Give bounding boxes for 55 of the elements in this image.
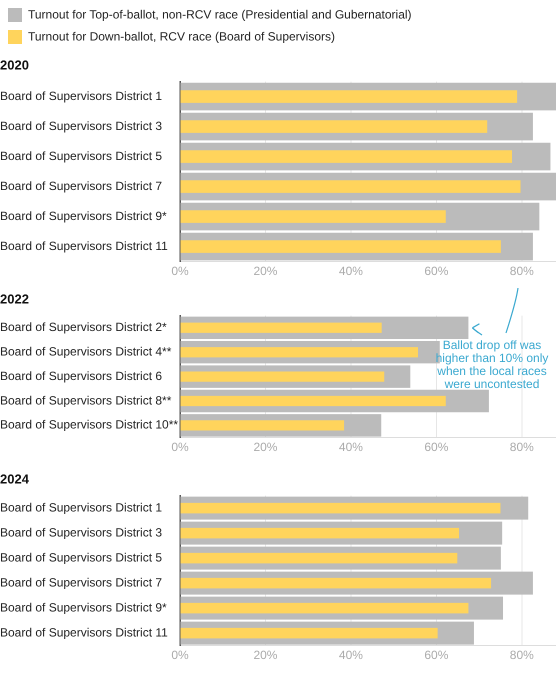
- bar: [180, 628, 438, 638]
- x-tick-label: 20%: [253, 264, 278, 278]
- x-tick-label: 0%: [171, 648, 189, 662]
- bar: [180, 240, 501, 253]
- bar: [180, 120, 488, 133]
- y-tick-label: Board of Supervisors District 3: [0, 525, 162, 540]
- x-tick-label: 40%: [338, 264, 364, 278]
- y-tick-label: Board of Supervisors District 2*: [0, 320, 168, 334]
- x-tick-label: 40%: [338, 440, 364, 454]
- bar: [180, 396, 446, 406]
- bar: [180, 371, 384, 382]
- text: 2022: [0, 291, 29, 306]
- bar: [180, 322, 382, 333]
- y-tick-label: Board of Supervisors District 7: [0, 178, 162, 193]
- x-tick-label: 20%: [253, 440, 278, 454]
- bar: [180, 602, 468, 614]
- bar: [180, 420, 344, 431]
- y-tick-label: Board of Supervisors District 1: [0, 500, 162, 514]
- y-tick-label: Board of Supervisors District 5: [0, 148, 162, 163]
- y-tick-label: Board of Supervisors District 8**: [0, 393, 172, 408]
- x-tick-label: 60%: [424, 648, 449, 662]
- y-tick-label: Board of Supervisors District 1: [0, 88, 162, 103]
- x-tick-label: 40%: [338, 648, 364, 662]
- x-tick-label: 80%: [510, 264, 534, 278]
- bar: [180, 180, 521, 193]
- bar: [180, 150, 512, 163]
- y-tick-label: Board of Supervisors District 4**: [0, 344, 172, 359]
- x-tick-label: 0%: [171, 440, 189, 454]
- legend-label: Turnout for Top-of-ballot, non-RCV race (Presidential and Gubernatorial): [28, 7, 412, 22]
- y-tick-label: Board of Supervisors District 5: [0, 550, 162, 564]
- x-tick-label: 60%: [424, 264, 449, 278]
- bar: [180, 528, 460, 538]
- y-tick-label: Board of Supervisors District 11: [0, 238, 168, 253]
- bar: [180, 210, 446, 223]
- y-tick-label: Board of Supervisors District 9*: [0, 600, 168, 614]
- x-tick-label: 80%: [510, 440, 534, 454]
- y-tick-label: Board of Supervisors District 9*: [0, 208, 168, 223]
- text: 2024: [0, 471, 30, 486]
- y-tick-label: Board of Supervisors District 3: [0, 118, 162, 133]
- y-tick-label: Board of Supervisors District 7: [0, 575, 162, 590]
- y-tick-label: Board of Supervisors District 10**: [0, 418, 178, 432]
- x-tick-label: 80%: [510, 648, 534, 662]
- y-tick-label: Board of Supervisors District 11: [0, 625, 168, 640]
- bar: [180, 90, 518, 103]
- annotation: Ballot drop off was higher than 10% only when the local races were uncontested: [436, 338, 548, 391]
- x-tick-label: 60%: [424, 440, 449, 454]
- text: 2020: [0, 57, 29, 72]
- x-tick-label: 20%: [253, 648, 278, 662]
- y-tick-label: Board of Supervisors District 6: [0, 368, 162, 383]
- x-tick-label: 0%: [171, 264, 189, 278]
- bar: [180, 502, 500, 514]
- bar: [180, 552, 458, 564]
- bar: [180, 578, 492, 588]
- bar: [180, 347, 418, 358]
- legend-label: Turnout for Down-ballot, RCV race (Board of Supervisors): [28, 29, 336, 44]
